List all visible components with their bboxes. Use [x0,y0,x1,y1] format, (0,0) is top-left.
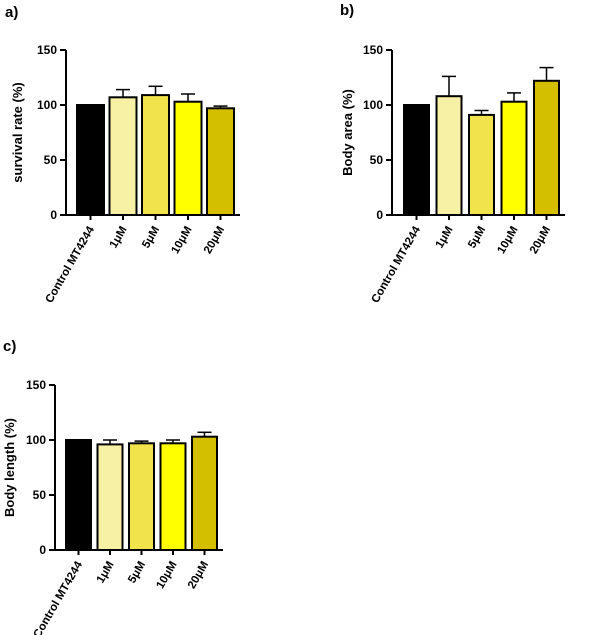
y-tick-label: 50 [33,488,47,502]
y-tick-label: 50 [370,153,384,167]
y-tick-label: 150 [37,43,57,57]
y-tick-label: 100 [363,98,383,112]
y-tick-label: 100 [26,433,46,447]
bar [500,100,528,216]
y-tick-label: 0 [376,208,383,222]
category-label: 10μM [154,560,179,591]
category-label: 10μM [169,225,194,256]
y-axis-title: Body area (%) [340,89,355,176]
bar [108,96,138,216]
y-tick-label: 0 [39,543,46,557]
bar [468,113,495,216]
bar [141,94,170,216]
y-tick-label: 150 [26,378,46,392]
category-label: 5μM [466,225,488,251]
bar [128,442,155,551]
y-tick-label: 0 [50,208,57,222]
category-label: 20μM [186,560,211,591]
category-label: Control MT4244 [44,224,98,305]
chart-panel-2: b) 0 50 100 150 Body area (%) Control MT4244 1μ… [340,2,565,305]
bar [533,79,560,216]
category-label: 5μM [140,225,162,251]
category-label: 1μM [95,560,117,586]
panel-label: a) [5,4,18,21]
y-axis-title: survival rate (%) [10,82,25,182]
category-label: 20μM [202,225,227,256]
bar [206,107,235,216]
y-tick-label: 150 [363,43,383,57]
bar [96,443,124,551]
y-axis-title: Body length (%) [2,418,17,517]
bar [191,435,218,552]
category-label: 20μM [528,225,553,256]
panel-label: c) [3,338,16,355]
category-label: 1μM [108,225,130,251]
bar [403,104,430,216]
bar [173,100,203,216]
bar [76,104,105,216]
category-label: 1μM [434,225,456,251]
category-label: Control MT4244 [370,224,424,305]
chart-panel-1: a) 0 50 100 150 survival rate (%) Control MT42… [5,4,240,305]
bar [65,439,92,551]
y-tick-label: 100 [37,98,57,112]
chart-panel-3: c) 0 50 100 150 Body length (%) Control MT4244… [2,338,223,635]
category-label: 10μM [495,225,520,256]
bar [435,95,463,216]
y-tick-label: 50 [44,153,58,167]
bar [159,442,187,551]
category-label: 5μM [126,560,148,586]
panel-label: b) [340,2,354,19]
category-label: Control MT4244 [32,559,86,635]
